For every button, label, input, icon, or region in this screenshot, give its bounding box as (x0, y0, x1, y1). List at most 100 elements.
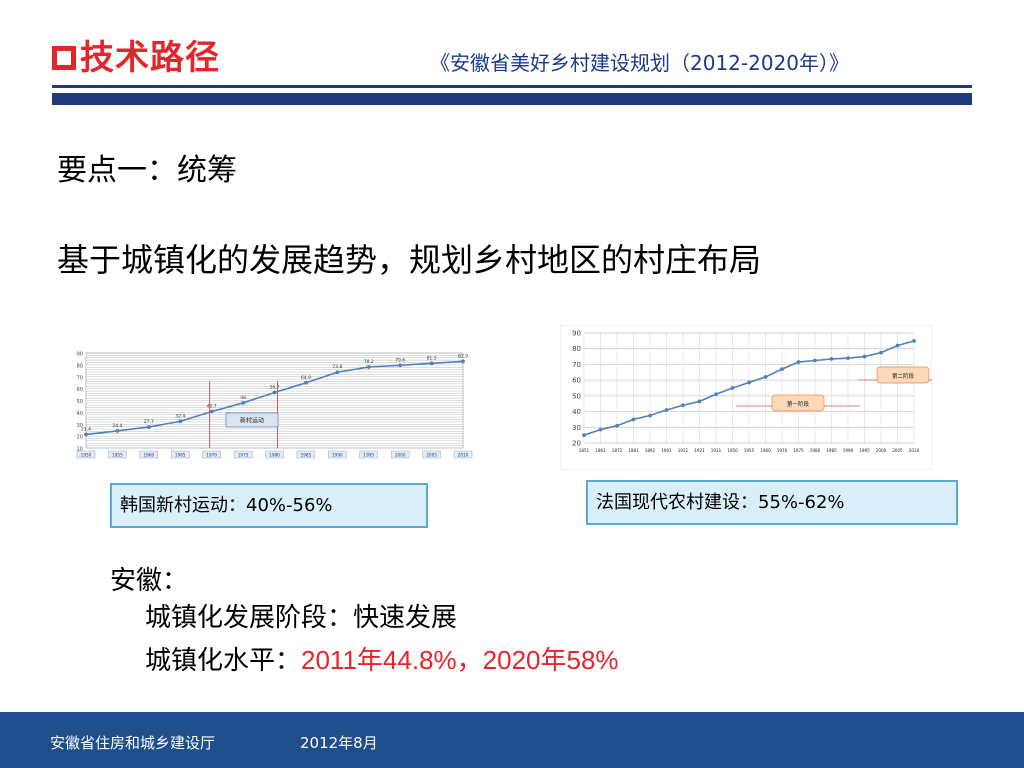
x-tick-label: 1891 (645, 448, 656, 453)
x-tick-label: 1995 (859, 448, 870, 453)
stage2-box (876, 366, 930, 384)
x-tick-label: 2000 (395, 452, 406, 457)
data-label: 40.7 (207, 404, 217, 410)
data-label: 82.9 (458, 353, 468, 359)
x-tick-label: 1881 (628, 448, 639, 453)
x-tick-label: 1985 (826, 448, 837, 453)
data-point (178, 419, 183, 424)
x-tick-label: 2010 (909, 448, 920, 453)
y-tick-label: 80 (77, 363, 83, 369)
x-tick-label: 1872 (612, 448, 623, 453)
x-tick-box (202, 450, 221, 459)
data-point (730, 386, 735, 390)
annotation-box (225, 412, 279, 428)
x-tick-label: 1901 (661, 448, 672, 453)
chart-frame (560, 325, 932, 470)
data-point (304, 380, 308, 385)
data-point (780, 367, 784, 372)
data-label: 78.2 (364, 359, 374, 365)
data-point (763, 375, 768, 379)
data-point (429, 361, 434, 366)
x-tick-label: 1965 (175, 452, 186, 457)
x-tick-label: 1931 (711, 448, 722, 453)
x-tick-label: 2010 (458, 452, 469, 457)
x-tick-label: 1950 (81, 452, 92, 457)
data-point (366, 365, 371, 369)
data-point (335, 370, 340, 375)
data-point (115, 429, 120, 433)
korea-caption: 韩国新村运动：40%-56% (110, 483, 428, 528)
footer-org: 安徽省住房和城乡建设厅 (50, 734, 216, 752)
y-tick-label: 60 (572, 377, 581, 385)
data-label: 64.9 (301, 375, 311, 381)
x-tick-label: 1980 (269, 452, 280, 457)
x-tick-box (265, 450, 284, 459)
x-tick-label: 1990 (332, 452, 343, 457)
y-tick-label: 90 (572, 330, 581, 338)
y-tick-label: 30 (77, 423, 83, 429)
statement: 基于城镇化的发展趋势，规划乡村地区的村庄布局 (57, 241, 762, 279)
anhui-level-label: 城镇化水平： (145, 646, 302, 676)
data-point (461, 359, 465, 364)
stage1-box (771, 394, 825, 412)
data-point (272, 390, 277, 395)
data-point (912, 338, 916, 343)
data-point (84, 432, 88, 437)
slide-subtitle: 《安徽省美好乡村建设规划（2012-2020年）》 (430, 51, 850, 75)
x-tick-label: 1950 (727, 448, 738, 453)
slide-title: 技术路径 (52, 30, 220, 79)
y-tick-label: 40 (572, 408, 581, 416)
header-rule-thick (52, 93, 972, 105)
anhui-heading: 安徽： (110, 566, 189, 596)
france-caption: 法国现代农村建设：55%-62% (586, 480, 958, 525)
anhui-stage-line: 城镇化发展阶段：快速发展 (145, 603, 458, 633)
y-tick-label: 10 (77, 447, 83, 453)
x-tick-box (108, 450, 127, 459)
data-point (796, 360, 801, 364)
y-tick-label: 40 (77, 411, 83, 417)
data-label: 48 (240, 395, 246, 401)
x-tick-label: 1911 (678, 448, 689, 453)
data-point (648, 413, 652, 418)
x-tick-box (296, 450, 316, 459)
y-tick-label: 70 (572, 361, 581, 369)
data-point (631, 417, 636, 422)
slide-title-text: 技术路径 (80, 38, 220, 78)
france-urbanization-chart: 20 30 40 50 60 70 80 90 1851 1861 1872 1881 1891 1901… (560, 325, 932, 470)
x-tick-label: 1955 (744, 448, 755, 453)
x-tick-box (233, 450, 253, 459)
x-tick-label: 1955 (112, 452, 123, 457)
x-tick-label: 1975 (793, 448, 804, 453)
x-tick-label: 1970 (777, 448, 788, 453)
x-tick-label: 1970 (206, 452, 217, 457)
x-tick-label: 1921 (694, 448, 705, 453)
data-label: 79.6 (395, 357, 405, 363)
x-tick-box (453, 450, 473, 459)
x-tick-box (422, 450, 441, 459)
x-tick-label: 1861 (595, 448, 606, 453)
x-tick-label: 1975 (238, 452, 249, 457)
x-tick-label: 2005 (892, 448, 903, 453)
x-tick-label: 1990 (843, 448, 854, 453)
data-point (879, 350, 883, 355)
y-tick-label: 50 (77, 399, 83, 405)
y-tick-label: 90 (77, 352, 83, 358)
data-point (714, 392, 718, 397)
anhui-level-line: 城镇化水平：2011年44.8%，2020年58% (145, 640, 619, 677)
y-tick-label: 50 (572, 392, 581, 400)
y-tick-label: 60 (77, 387, 83, 393)
annotation-label: 新村运动 (240, 417, 264, 425)
stage2-label: 第二阶段 (892, 372, 915, 380)
bullet-square-icon (52, 46, 76, 70)
x-tick-label: 1960 (760, 448, 771, 453)
anhui-level-values: 2011年44.8%，2020年58% (301, 645, 619, 675)
y-tick-label: 20 (77, 435, 83, 441)
x-tick-label: 2005 (426, 452, 437, 457)
x-tick-label: 1980 (810, 448, 821, 453)
footer-bar: 安徽省住房和城乡建设厅 2012年8月 (0, 712, 1024, 768)
x-tick-label: 1851 (579, 448, 590, 453)
data-label: 32.4 (175, 413, 185, 419)
y-tick-label: 70 (77, 375, 83, 381)
data-point (846, 356, 850, 361)
x-tick-box (171, 450, 190, 459)
